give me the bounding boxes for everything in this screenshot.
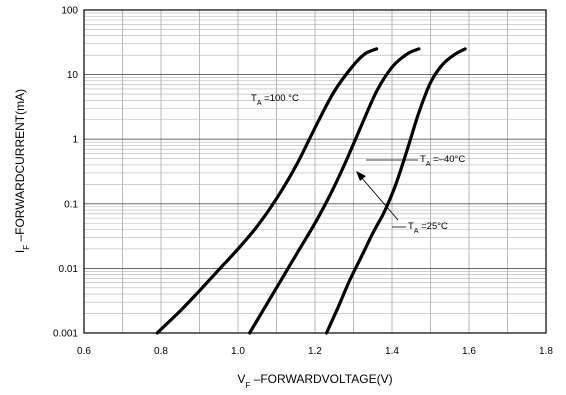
y-tick-label: 100 bbox=[61, 6, 78, 17]
x-tick-labels: 0.6 0.8 1.0 1.2 1.4 1.6 1.8 bbox=[77, 346, 553, 357]
x-tick-label: 0.6 bbox=[77, 346, 91, 357]
y-tick-label: 0.01 bbox=[59, 264, 79, 275]
y-tick-label: 1 bbox=[72, 135, 78, 146]
series-line-1 bbox=[248, 47, 421, 335]
y-tick-label: 0.001 bbox=[53, 329, 78, 340]
annotation-ta-25: TA =25°C bbox=[408, 221, 448, 235]
x-tick-label: 1.2 bbox=[308, 346, 322, 357]
annotation-ta-minus40: TA =–40°C bbox=[420, 154, 465, 168]
x-tick-label: 0.8 bbox=[154, 346, 168, 357]
y-axis-label: IF –FORWARDCURRENT(mA) bbox=[13, 89, 31, 253]
data-curves bbox=[155, 47, 467, 335]
x-tick-label: 1.6 bbox=[462, 346, 476, 357]
x-axis-label: VF –FORWARDVOLTAGE(V) bbox=[237, 372, 392, 390]
series-line-0 bbox=[155, 47, 379, 335]
y-tick-labels: 0.001 0.01 0.1 1 10 100 bbox=[53, 6, 78, 340]
arrow-shaft bbox=[360, 176, 399, 221]
y-tick-label: 0.1 bbox=[64, 199, 78, 210]
annotation-ta-100: TA =100 °C bbox=[251, 93, 299, 107]
x-tick-label: 1.0 bbox=[231, 346, 245, 357]
grid-lines bbox=[84, 10, 546, 333]
series-line-2 bbox=[324, 47, 467, 335]
arrow-head bbox=[356, 171, 366, 181]
y-tick-label: 10 bbox=[67, 70, 79, 81]
x-tick-label: 1.4 bbox=[385, 346, 399, 357]
x-tick-label: 1.8 bbox=[539, 346, 553, 357]
plot-frame bbox=[83, 9, 547, 334]
annotations: TA =100 °C TA =–40°C TA =25°C bbox=[251, 93, 465, 235]
